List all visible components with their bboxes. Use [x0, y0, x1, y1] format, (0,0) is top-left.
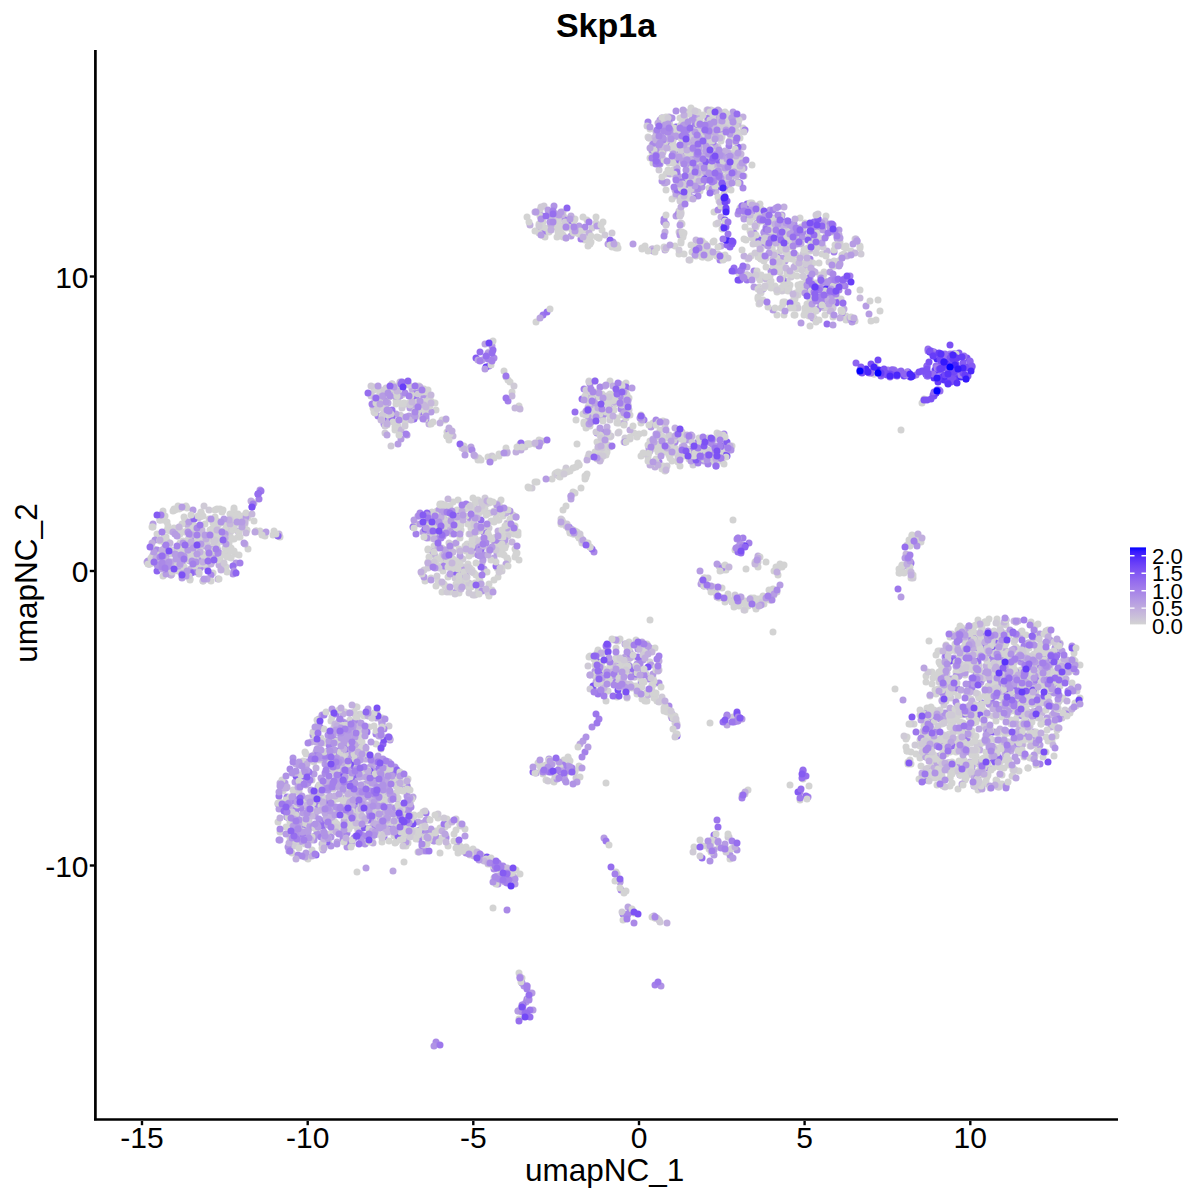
svg-text:0: 0 [631, 1121, 648, 1154]
svg-text:-5: -5 [460, 1121, 487, 1154]
svg-text:0: 0 [72, 555, 89, 588]
svg-text:umapNC_2: umapNC_2 [8, 503, 44, 662]
svg-text:Skp1a: Skp1a [556, 6, 657, 44]
svg-text:-15: -15 [120, 1121, 163, 1154]
svg-text:umapNC_1: umapNC_1 [525, 1152, 684, 1188]
svg-text:-10: -10 [286, 1121, 329, 1154]
svg-text:10: 10 [954, 1121, 987, 1154]
svg-text:5: 5 [796, 1121, 813, 1154]
svg-text:10: 10 [55, 261, 88, 294]
svg-text:0.0: 0.0 [1152, 614, 1183, 639]
svg-text:-10: -10 [45, 850, 88, 883]
